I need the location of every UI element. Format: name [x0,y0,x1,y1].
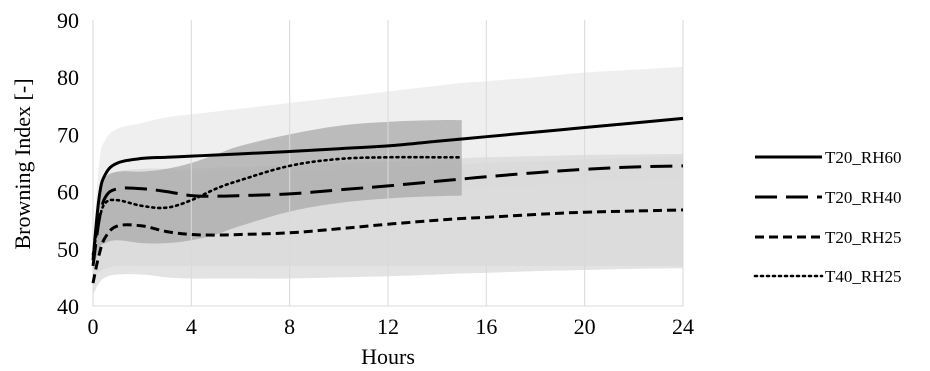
y-tick-label: 60 [57,180,79,205]
y-axis-title: Browning Index [-] [10,78,35,249]
x-tick-label: 24 [672,314,694,339]
legend-label: T20_RH60 [825,148,902,167]
series-lines [91,116,684,284]
series-line-t20-rh60 [91,116,684,261]
x-tick-label: 8 [284,314,295,339]
y-tick-label: 50 [57,237,79,262]
x-tick-label: 20 [574,314,596,339]
legend: T20_RH60 T20_RH40 T20_RH25 T40_RH25 [753,148,902,286]
series-line-t20-rh40 [91,164,684,267]
x-tick-label: 16 [475,314,497,339]
y-tick-label: 40 [57,294,79,319]
gridlines [190,20,586,306]
y-tick-labels: 40 50 60 70 80 90 [57,8,79,319]
legend-label: T40_RH25 [825,267,902,286]
legend-label: T20_RH40 [825,188,902,207]
legend-label: T20_RH25 [825,228,902,247]
series-line-t20-rh25 [91,208,684,284]
series-line-t40-rh25 [91,155,464,256]
x-tick-label: 4 [186,314,197,339]
y-tick-label: 80 [57,65,79,90]
x-tick-label: 12 [377,314,399,339]
y-tick-label: 90 [57,8,79,33]
x-axis-title: Hours [361,344,415,369]
x-tick-labels: 0 4 8 12 16 20 24 [88,314,695,339]
x-tick-label: 0 [88,314,99,339]
y-tick-label: 70 [57,122,79,147]
